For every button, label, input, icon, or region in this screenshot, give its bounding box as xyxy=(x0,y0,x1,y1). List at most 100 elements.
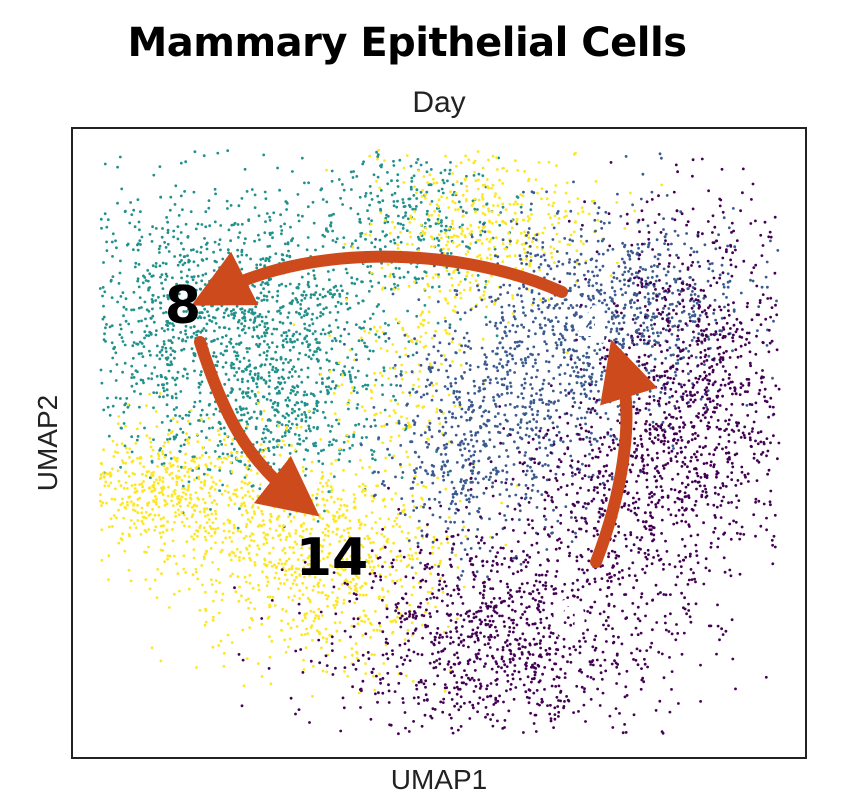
point-day-8 xyxy=(130,450,134,454)
point-day-8 xyxy=(276,294,280,298)
point-day-8 xyxy=(287,414,290,417)
point-day-14 xyxy=(206,473,209,476)
point-day-8 xyxy=(252,328,256,332)
point-day-4 xyxy=(525,254,529,258)
point-day-4 xyxy=(760,285,764,289)
point-day-14 xyxy=(549,251,553,255)
point-day-14 xyxy=(408,393,412,397)
point-day-8 xyxy=(174,392,178,396)
point-day-14 xyxy=(182,524,186,528)
point-day-8 xyxy=(113,345,116,349)
point-day-8 xyxy=(297,312,301,315)
point-day-8 xyxy=(150,372,154,375)
point-day-8 xyxy=(164,310,168,314)
point-day-8 xyxy=(263,331,266,335)
point-day-8 xyxy=(101,317,105,321)
point-day-8 xyxy=(165,274,169,278)
point-day-4 xyxy=(676,234,680,237)
point-day-4 xyxy=(617,332,621,335)
point-day-8 xyxy=(353,282,357,286)
point-day-8 xyxy=(307,424,311,428)
point-day-8 xyxy=(103,332,106,336)
point-day-8 xyxy=(127,322,131,326)
point-day-14 xyxy=(111,467,114,471)
point-day-8 xyxy=(275,299,279,303)
point-day-8 xyxy=(292,345,295,349)
point-day-8 xyxy=(281,414,285,418)
point-day-8 xyxy=(406,217,410,221)
point-day-8 xyxy=(130,213,134,217)
point-day-14 xyxy=(138,496,142,500)
point-day-4 xyxy=(679,319,682,323)
chart-subtitle: Day xyxy=(412,86,466,119)
point-day-4 xyxy=(613,358,616,361)
point-day-14 xyxy=(359,586,362,590)
point-day-4 xyxy=(544,324,547,327)
point-day-8 xyxy=(169,346,173,350)
point-day-8 xyxy=(235,304,239,308)
point-day-8 xyxy=(250,389,254,393)
point-day-8 xyxy=(267,429,270,432)
point-day-8 xyxy=(298,437,301,441)
point-day-8 xyxy=(199,330,203,334)
point-day-4 xyxy=(540,493,544,496)
point-day-8 xyxy=(217,421,221,424)
point-day-14 xyxy=(469,286,472,290)
point-day-14 xyxy=(497,213,501,217)
point-day-14 xyxy=(147,528,151,531)
point-day-4 xyxy=(444,319,447,323)
point-day-14 xyxy=(312,610,316,614)
point-day-14 xyxy=(217,644,221,647)
point-day-8 xyxy=(289,391,293,395)
point-day-14 xyxy=(236,529,240,533)
point-day-8 xyxy=(248,396,252,400)
point-day-8 xyxy=(349,170,353,174)
point-day-14 xyxy=(616,261,619,265)
point-day-8 xyxy=(369,264,373,268)
point-day-14 xyxy=(347,531,350,535)
point-day-14 xyxy=(373,688,377,692)
point-day-14 xyxy=(429,245,433,248)
point-day-14 xyxy=(325,499,329,502)
point-day-8 xyxy=(284,357,288,361)
point-day-4 xyxy=(643,285,647,288)
point-day-14 xyxy=(408,221,412,224)
point-day-8 xyxy=(337,178,341,181)
point-day-8 xyxy=(305,340,309,343)
point-day-4 xyxy=(660,296,664,300)
point-day-14 xyxy=(461,193,465,197)
point-day-4 xyxy=(523,381,527,385)
point-day-8 xyxy=(350,188,353,191)
point-day-8 xyxy=(295,298,299,302)
point-day-8 xyxy=(384,339,388,343)
point-day-8 xyxy=(200,300,204,304)
point-day-4 xyxy=(602,237,605,241)
point-day-14 xyxy=(325,670,329,674)
point-day-4 xyxy=(626,250,630,253)
point-day-4 xyxy=(745,404,749,407)
point-day-14 xyxy=(370,527,374,530)
point-day-14 xyxy=(214,527,217,531)
point-day-8 xyxy=(268,231,272,235)
point-day-8 xyxy=(358,217,362,221)
point-day-14 xyxy=(128,495,132,499)
point-day-14 xyxy=(175,502,179,506)
point-day-14 xyxy=(214,512,218,516)
point-day-4 xyxy=(775,299,778,303)
point-day-4 xyxy=(516,324,519,328)
point-day-14 xyxy=(247,552,251,555)
point-day-4 xyxy=(536,413,539,417)
point-day-14 xyxy=(364,489,367,492)
point-day-14 xyxy=(320,470,324,474)
point-day-14 xyxy=(319,438,323,441)
point-day-14 xyxy=(207,531,211,535)
point-day-14 xyxy=(427,310,431,314)
point-day-8 xyxy=(179,331,183,334)
point-day-8 xyxy=(160,273,164,276)
point-day-8 xyxy=(244,426,248,430)
point-day-14 xyxy=(442,354,446,357)
point-day-14 xyxy=(300,543,304,547)
point-day-8 xyxy=(177,336,181,340)
point-day-8 xyxy=(146,279,150,283)
point-day-14 xyxy=(159,535,163,539)
